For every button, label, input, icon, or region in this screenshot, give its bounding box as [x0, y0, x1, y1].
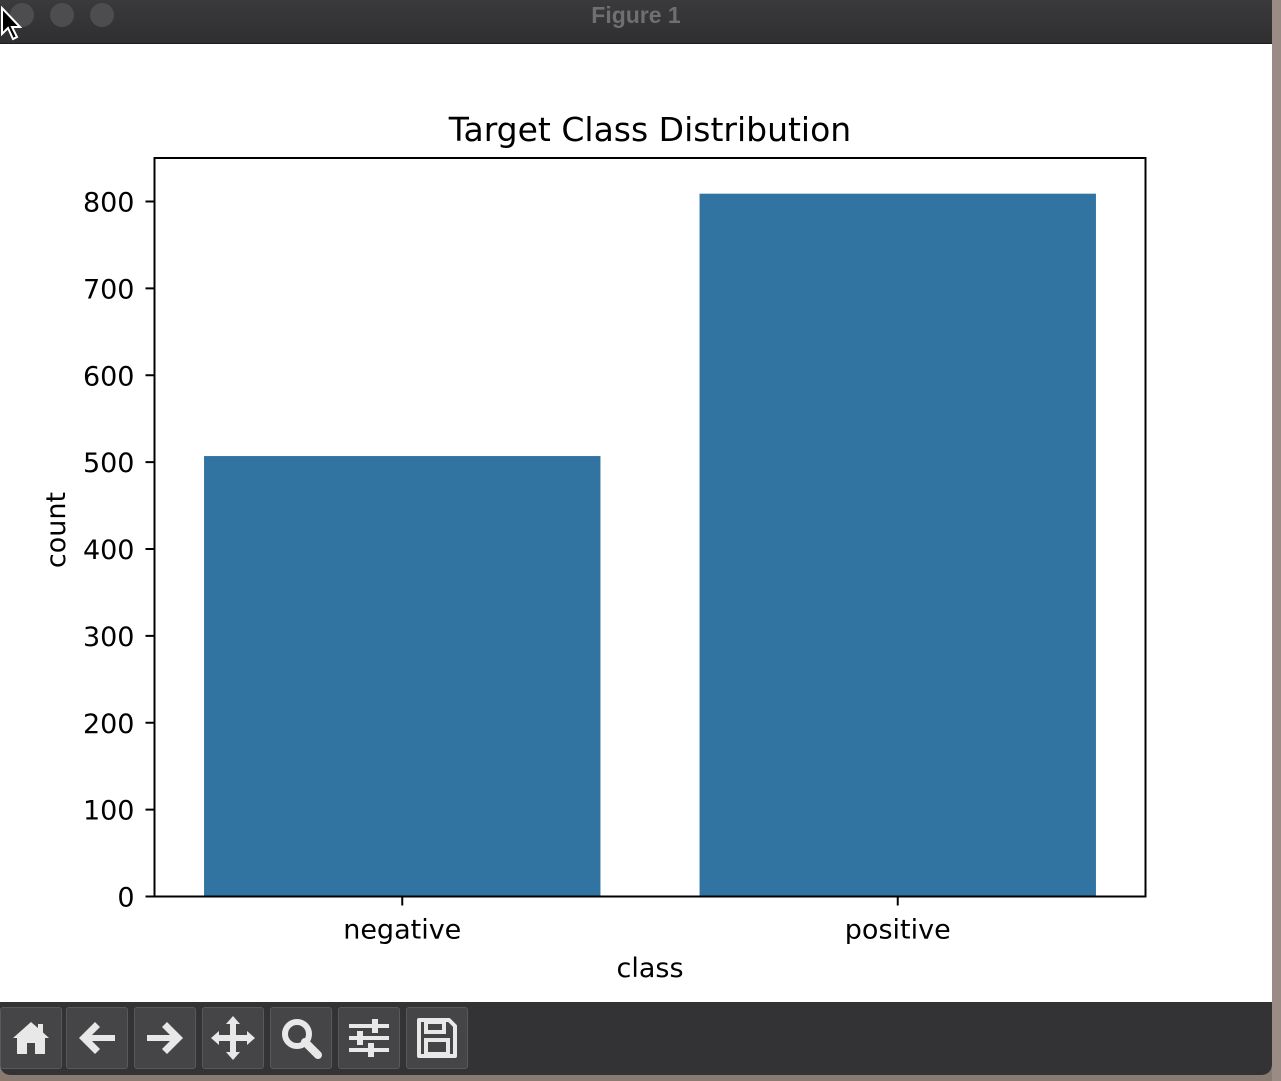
move-icon	[211, 1016, 255, 1060]
pan-button[interactable]	[202, 1007, 264, 1069]
save-button[interactable]	[406, 1007, 468, 1069]
forward-button[interactable]	[134, 1007, 196, 1069]
y-axis-label: count	[41, 492, 72, 568]
floppy-disk-icon	[417, 1018, 457, 1058]
window-title: Figure 1	[591, 2, 681, 28]
y-tick-label: 0	[117, 883, 134, 914]
y-tick-label: 800	[83, 188, 135, 219]
y-tick-label: 300	[83, 622, 135, 653]
minimize-window-button[interactable]	[50, 3, 74, 27]
home-icon	[13, 1022, 49, 1054]
arrow-right-icon	[147, 1022, 183, 1054]
y-tick-label: 700	[83, 274, 135, 305]
x-tick-label-negative: negative	[343, 915, 461, 946]
configure-subplots-button[interactable]	[338, 1007, 400, 1069]
x-tick-label-positive: positive	[845, 915, 951, 946]
sliders-icon	[349, 1019, 389, 1057]
bar-positive	[699, 193, 1096, 897]
back-button[interactable]	[66, 1007, 128, 1069]
magnifier-icon	[282, 1019, 322, 1059]
desktop-background	[1272, 0, 1281, 1081]
y-tick-label: 600	[83, 361, 135, 392]
plot-frame	[153, 157, 1147, 898]
y-tick-label: 400	[83, 535, 135, 566]
y-tick-label: 100	[83, 796, 135, 827]
zoom-window-button[interactable]	[90, 3, 114, 27]
mouse-cursor-icon	[1, 6, 22, 41]
y-tick-label: 500	[83, 448, 135, 479]
bar-chart: Target Class Distribution class count 0 1…	[41, 110, 1147, 984]
bar-negative	[204, 456, 601, 897]
figure-canvas[interactable]: Target Class Distribution class count 0 1…	[0, 44, 1272, 1002]
zoom-button[interactable]	[270, 1007, 332, 1069]
y-tick-label: 200	[83, 709, 135, 740]
title-bar[interactable]: Figure 1	[0, 0, 1272, 44]
chart-title: Target Class Distribution	[448, 110, 851, 149]
home-button[interactable]	[0, 1007, 62, 1069]
arrow-left-icon	[79, 1022, 115, 1054]
x-axis-label: class	[616, 953, 683, 984]
navigation-toolbar	[0, 1002, 1272, 1075]
